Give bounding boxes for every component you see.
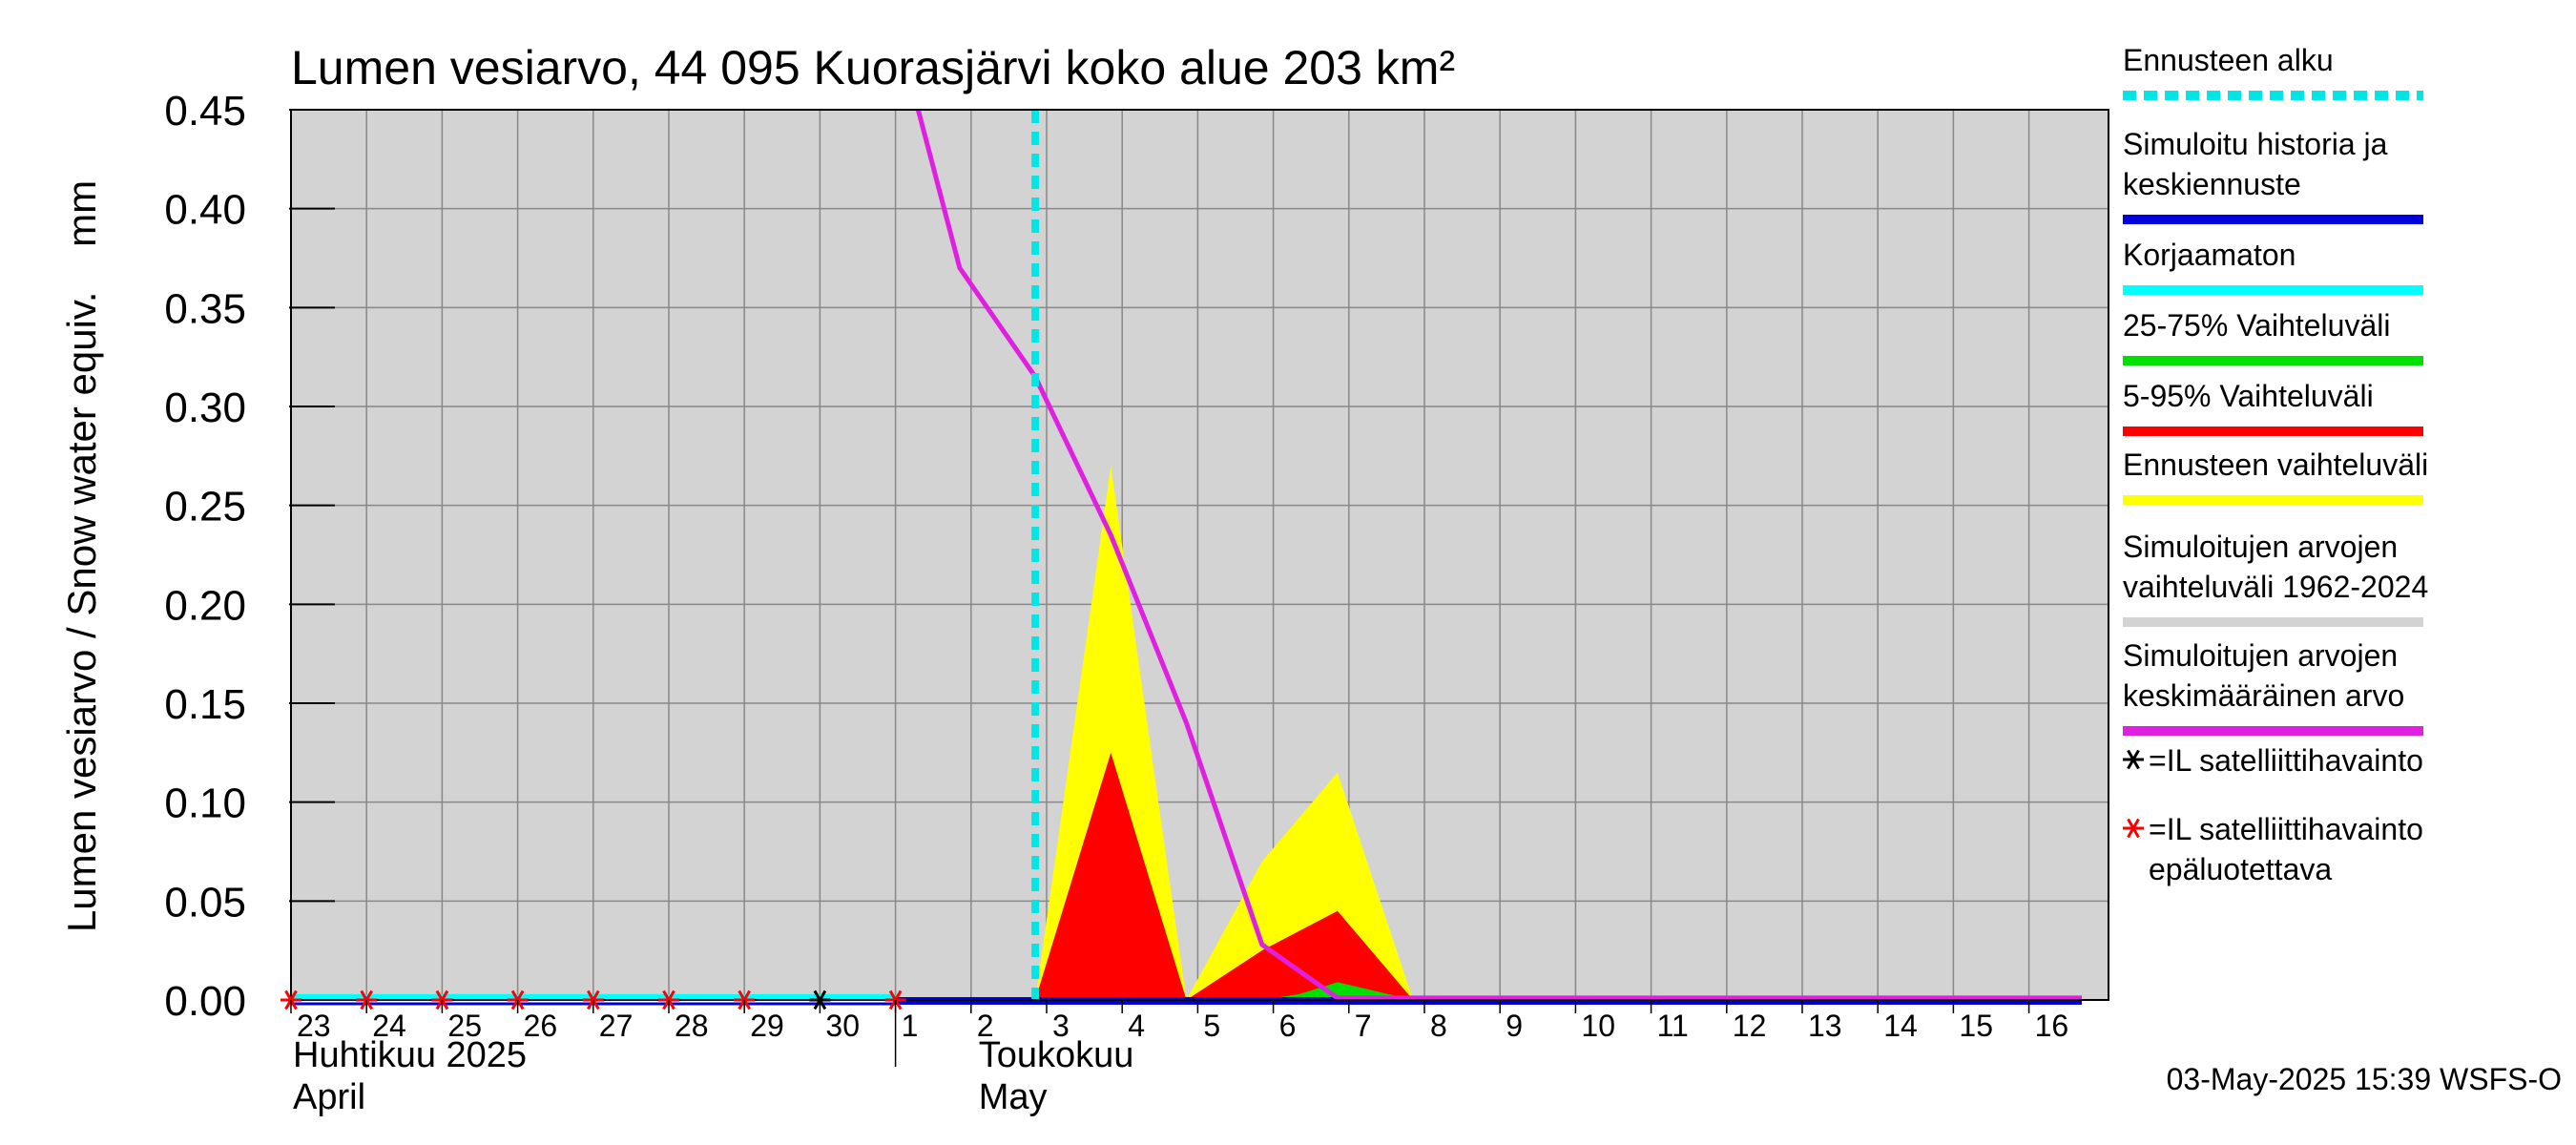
x-tick-label: 9 [1506,1009,1523,1043]
y-tick-label: 0.45 [164,88,246,135]
x-tick-label: 24 [372,1009,406,1043]
x-tick-label: 16 [2035,1009,2069,1043]
y-tick-label: 0.00 [164,978,246,1025]
month-label-en: May [979,1077,1048,1117]
legend-label: Simuloitujen arvojen [2123,638,2398,673]
mean-line [915,109,2083,1001]
month-label-en: April [293,1077,365,1117]
y-axis-label: Lumen vesiarvo / Snow water equiv. mm [59,180,104,932]
y-tick-label: 0.25 [164,484,246,531]
legend-label: vaihteluväli 1962-2024 [2123,570,2428,604]
x-tick-label: 7 [1355,1009,1372,1043]
y-tick-label: 0.05 [164,879,246,926]
y-tick-label: 0.40 [164,187,246,234]
plot-frame [290,109,2109,1001]
plot-area: 0.00 0.05 0.10 0.15 0.20 0.25 0.30 0.35 0.40 0.45… [164,88,2109,1117]
x-tick-label: 2 [977,1009,994,1043]
legend-label: Simuloitu historia ja [2123,127,2388,161]
band-5-95-vaihteluv-li [1035,752,2083,1000]
x-tick-label: 8 [1430,1009,1447,1043]
x-tick-label: 12 [1733,1009,1767,1043]
legend-label: keskimääräinen arvo [2123,678,2404,713]
x-tick-label: 4 [1128,1009,1145,1043]
chart-title: Lumen vesiarvo, 44 095 Kuorasjärvi koko … [291,41,1455,94]
x-tick-label: 11 [1657,1009,1689,1043]
timestamp: 03-May-2025 15:39 WSFS-O [2167,1062,2562,1096]
month-label: Toukokuu [979,1035,1134,1075]
y-tick-label: 0.10 [164,781,246,827]
x-tick-label: 28 [675,1009,709,1043]
x-tick-label: 3 [1052,1009,1070,1043]
month-label: Huhtikuu 2025 [293,1035,527,1075]
band-ennusteen-vaihteluv-li [1035,466,2083,1000]
y-tick-label: 0.35 [164,285,246,332]
y-tick-label: 0.20 [164,582,246,629]
legend-label: =IL satelliittihavainto [2149,743,2423,778]
legend-label: Simuloitujen arvojen [2123,530,2398,564]
y-tick-label: 0.15 [164,681,246,728]
x-tick-label: 23 [297,1009,331,1043]
legend-label: 5-95% Vaihteluväli [2123,379,2374,413]
x-tick-label: 1 [902,1009,919,1043]
legend-label: 25-75% Vaihteluväli [2123,308,2390,343]
x-tick-label: 27 [599,1009,634,1043]
x-tick-label: 6 [1279,1009,1297,1043]
x-tick-label: 30 [825,1009,860,1043]
band-25-75-vaihteluv-li [1261,982,1414,1000]
legend-star-icon [2123,818,2144,839]
x-tick-label: 14 [1883,1009,1918,1043]
legend: Ennusteen alku Simuloitu historia ja keski… [2123,43,2428,886]
x-tick-label: 25 [447,1009,482,1043]
x-tick-label: 15 [1959,1009,1993,1043]
legend-label: keskiennuste [2123,167,2301,201]
legend-label: Ennusteen alku [2123,43,2334,77]
y-tick-label: 0.30 [164,385,246,431]
legend-label: Korjaamaton [2123,238,2296,272]
plot-background [291,110,2109,1000]
x-tick-label: 26 [524,1009,558,1043]
legend-label: epäluotettava [2149,852,2332,886]
legend-label: =IL satelliittihavainto [2149,812,2423,846]
legend-label: Ennusteen vaihteluväli [2123,448,2428,482]
legend-star-icon [2123,749,2144,770]
x-tick-label: 10 [1581,1009,1615,1043]
x-tick-label: 5 [1203,1009,1220,1043]
x-tick-label: 13 [1808,1009,1842,1043]
x-tick-label: 29 [750,1009,784,1043]
